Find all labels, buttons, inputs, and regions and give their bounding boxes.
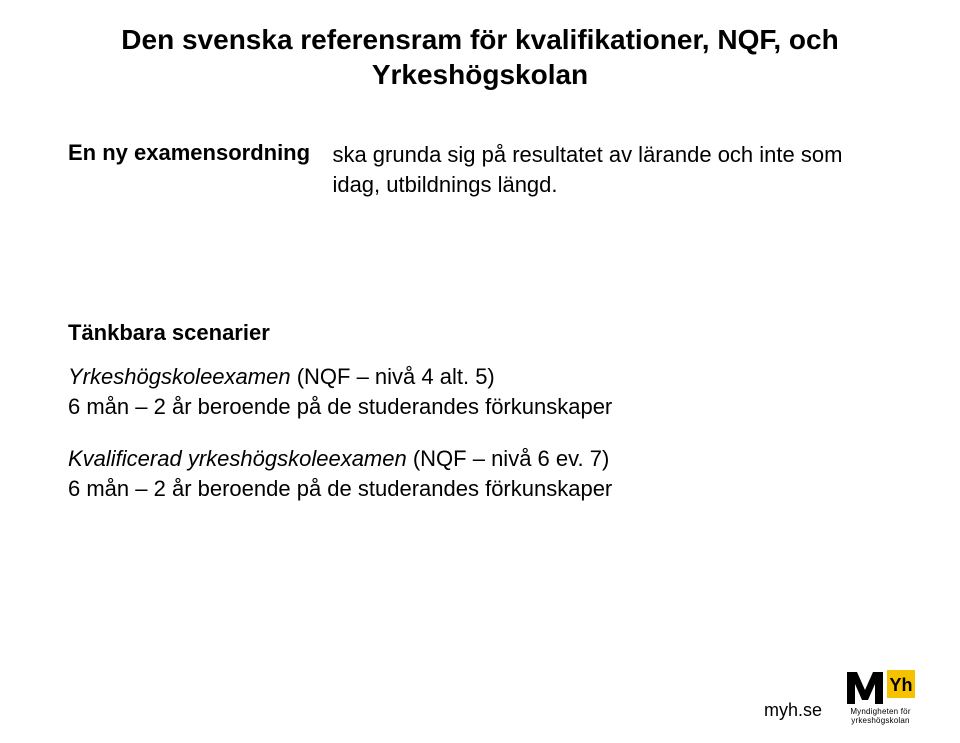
- footer-url: myh.se: [764, 700, 822, 721]
- logo: Yh Myndigheten för yrkeshögskolan: [833, 668, 928, 725]
- logo-icon: Yh: [845, 668, 917, 706]
- logo-caption: Myndigheten för yrkeshögskolan: [833, 708, 928, 725]
- scenarios-heading: Tänkbara scenarier: [68, 320, 270, 346]
- scenario-1-suffix: (NQF – nivå 4 alt. 5): [291, 364, 495, 389]
- title-line-1: Den svenska referensram för kvalifikatio…: [0, 22, 960, 57]
- exam-ordering-label: En ny examensordning: [68, 140, 328, 166]
- scenario-1: Yrkeshögskoleexamen (NQF – nivå 4 alt. 5…: [68, 362, 612, 421]
- scenario-1-detail: 6 mån – 2 år beroende på de studerandes …: [68, 394, 612, 419]
- scenario-1-name: Yrkeshögskoleexamen: [68, 364, 291, 389]
- scenario-2-name: Kvalificerad yrkeshögskoleexamen: [68, 446, 407, 471]
- slide: Den svenska referensram för kvalifikatio…: [0, 0, 960, 743]
- scenario-2: Kvalificerad yrkeshögskoleexamen (NQF – …: [68, 444, 612, 503]
- scenario-2-detail: 6 mån – 2 år beroende på de studerandes …: [68, 476, 612, 501]
- exam-ordering-text: ska grunda sig på resultatet av lärande …: [332, 140, 872, 199]
- exam-ordering-row: En ny examensordning ska grunda sig på r…: [68, 140, 888, 199]
- slide-title: Den svenska referensram för kvalifikatio…: [0, 22, 960, 92]
- title-line-2: Yrkeshögskolan: [0, 57, 960, 92]
- scenario-2-suffix: (NQF – nivå 6 ev. 7): [407, 446, 610, 471]
- svg-text:Yh: Yh: [889, 675, 912, 695]
